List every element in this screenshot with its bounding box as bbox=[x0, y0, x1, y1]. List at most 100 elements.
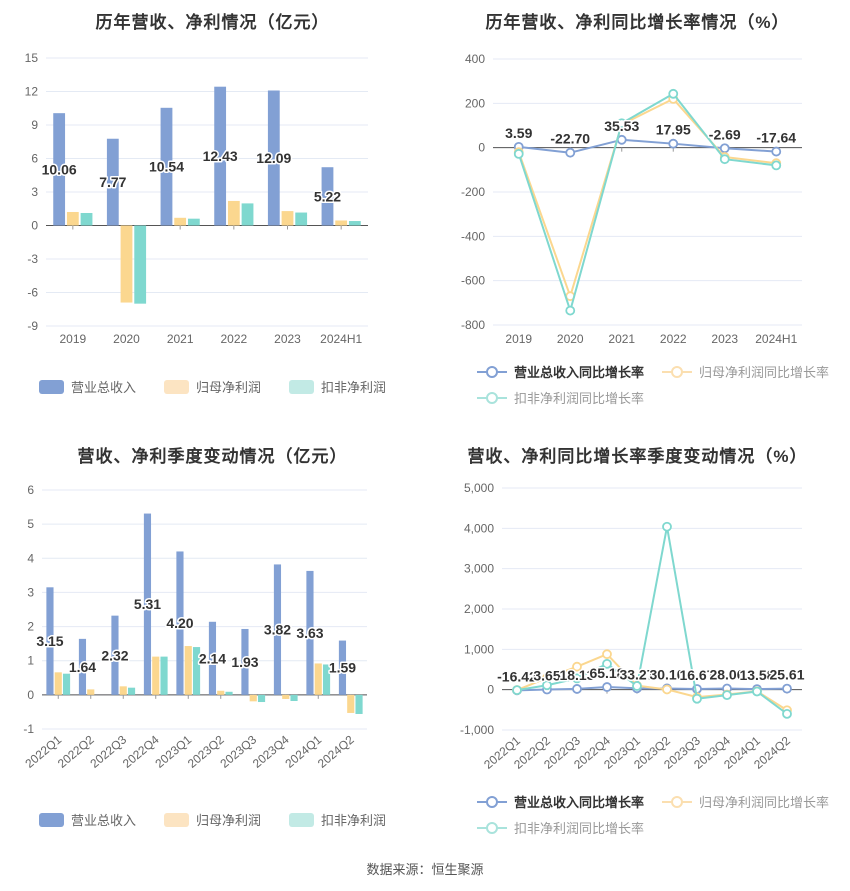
y-axis-tick-label: 6 bbox=[27, 483, 34, 497]
bar bbox=[87, 689, 95, 695]
data-label: 3.82 bbox=[264, 622, 291, 638]
legend-item[interactable]: 扣非净利润 bbox=[289, 810, 386, 829]
bar bbox=[80, 212, 93, 226]
legend-label: 营业总收入同比增长率 bbox=[514, 795, 645, 810]
quarterly-growth-rate-line-chart: -1,00001,0002,0003,0004,0005,0002022Q120… bbox=[460, 481, 806, 772]
x-axis-category-label: 2024H1 bbox=[320, 332, 362, 346]
data-label: 3.59 bbox=[505, 125, 532, 141]
legend-item[interactable]: 营业总收入同比增长率 bbox=[477, 362, 644, 381]
legend-label: 归母净利润 bbox=[195, 813, 261, 828]
data-label: 10.06 bbox=[42, 161, 77, 177]
legend-label: 归母净利润 bbox=[195, 380, 261, 395]
bar bbox=[160, 656, 168, 695]
data-label: 17.95 bbox=[656, 122, 691, 138]
legend-line-marker-icon bbox=[477, 795, 507, 808]
x-axis-category-label: 2023 bbox=[274, 332, 301, 346]
legend-item[interactable]: 扣非净利润同比增长率 bbox=[477, 818, 644, 837]
data-point-marker bbox=[572, 684, 582, 694]
data-label: 12.43 bbox=[203, 148, 238, 164]
chart-legend: 营业总收入同比增长率 归母净利润同比增长率 扣非净利润同比增长率 bbox=[477, 792, 839, 837]
data-point-marker bbox=[719, 154, 730, 165]
bar bbox=[273, 564, 282, 695]
bar bbox=[184, 646, 192, 695]
legend-item[interactable]: 归母净利润同比增长率 bbox=[662, 362, 829, 381]
bar bbox=[225, 691, 233, 695]
y-axis-tick-label: 9 bbox=[31, 118, 38, 132]
x-axis-category-label: 2022 bbox=[220, 332, 247, 346]
bar bbox=[134, 225, 147, 304]
panel-annual-growth-rate: 历年营收、净利同比增长率情况（%） -800 -600 -400 -200 0 200 40… bbox=[425, 0, 850, 420]
y-axis-tick-label: 2 bbox=[27, 620, 34, 634]
data-point-marker bbox=[752, 686, 762, 697]
bar bbox=[348, 221, 361, 226]
data-point-marker bbox=[542, 680, 552, 691]
bar bbox=[355, 694, 363, 714]
bar bbox=[208, 621, 217, 695]
legend-item[interactable]: 扣非净利润 bbox=[289, 377, 386, 396]
bar bbox=[347, 694, 355, 713]
data-label: 33.27 bbox=[619, 666, 654, 682]
data-label: 3.63 bbox=[296, 625, 323, 641]
line-series bbox=[517, 97, 777, 298]
bar bbox=[78, 638, 87, 695]
bar bbox=[267, 90, 280, 226]
data-point-marker bbox=[572, 661, 582, 672]
bar bbox=[53, 113, 66, 226]
legend-item[interactable]: 营业总收入 bbox=[38, 810, 136, 829]
data-label: -2.69 bbox=[709, 126, 741, 142]
data-label: 28.06 bbox=[709, 667, 744, 683]
bar bbox=[295, 212, 308, 226]
chart-title-quarterly-growth: 营收、净利同比增长率季度变动情况（%） bbox=[467, 447, 808, 466]
bar bbox=[241, 203, 254, 226]
legend-item[interactable]: 归母净利润 bbox=[163, 377, 261, 396]
y-axis-tick-label: 12 bbox=[25, 85, 39, 99]
bar bbox=[257, 694, 266, 703]
data-point-marker bbox=[692, 693, 702, 704]
y-axis-tick-label: -1,000 bbox=[460, 723, 494, 737]
bar bbox=[249, 694, 257, 702]
data-point-marker bbox=[782, 708, 792, 719]
legend-item[interactable]: 营业总收入同比增长率 bbox=[477, 792, 644, 811]
line-series bbox=[518, 138, 777, 154]
data-point-marker bbox=[782, 683, 792, 694]
legend-item[interactable]: 归母净利润 bbox=[163, 810, 261, 829]
y-axis-tick-label: 3,000 bbox=[464, 562, 494, 576]
data-label: 35.53 bbox=[604, 118, 639, 134]
data-label: 2.32 bbox=[101, 647, 128, 663]
legend-swatch-icon bbox=[163, 812, 189, 827]
chart-legend: 营业总收入 归母净利润 扣非净利润 bbox=[0, 377, 425, 396]
y-axis-tick-label: 0 bbox=[478, 141, 485, 155]
legend-item[interactable]: 营业总收入 bbox=[38, 377, 136, 396]
data-point-marker bbox=[668, 138, 679, 149]
data-label: 4.20 bbox=[166, 615, 193, 631]
bar bbox=[321, 167, 334, 226]
legend-line-marker-icon bbox=[662, 365, 693, 378]
y-axis-tick-label: -9 bbox=[27, 319, 38, 333]
bar bbox=[214, 86, 227, 226]
panel-annual-revenue-profit: 历年营收、净利情况（亿元） -9 -6 -3 0 3 6 9 12 15 2019 2020 2021… bbox=[0, 0, 425, 420]
y-axis-tick-label: 1 bbox=[27, 654, 34, 668]
data-point-marker bbox=[602, 682, 612, 692]
y-axis-tick-label: -800 bbox=[461, 318, 485, 332]
bar bbox=[335, 220, 348, 226]
data-label: 25.61 bbox=[769, 667, 804, 683]
bar bbox=[62, 673, 71, 695]
legend-swatch-icon bbox=[289, 379, 314, 394]
legend-item[interactable]: 扣非净利润同比增长率 bbox=[477, 388, 644, 407]
line-series bbox=[516, 525, 788, 715]
bar bbox=[54, 672, 62, 695]
bar bbox=[143, 513, 152, 695]
y-axis-tick-label: 3 bbox=[27, 585, 34, 599]
data-point-marker bbox=[565, 147, 576, 158]
legend-swatch-icon bbox=[38, 379, 64, 394]
x-axis-category-label: 2020 bbox=[557, 332, 584, 346]
legend-item[interactable]: 归母净利润同比增长率 bbox=[662, 792, 829, 811]
x-axis-category-label: 2023 bbox=[711, 332, 738, 346]
legend-line-marker-icon bbox=[477, 391, 507, 404]
x-axis-category-label: 2019 bbox=[59, 332, 86, 346]
bar bbox=[152, 656, 160, 695]
legend-swatch-icon bbox=[289, 812, 314, 827]
data-label: 5.31 bbox=[134, 596, 161, 612]
data-point-marker bbox=[602, 649, 612, 660]
bar bbox=[119, 686, 127, 695]
